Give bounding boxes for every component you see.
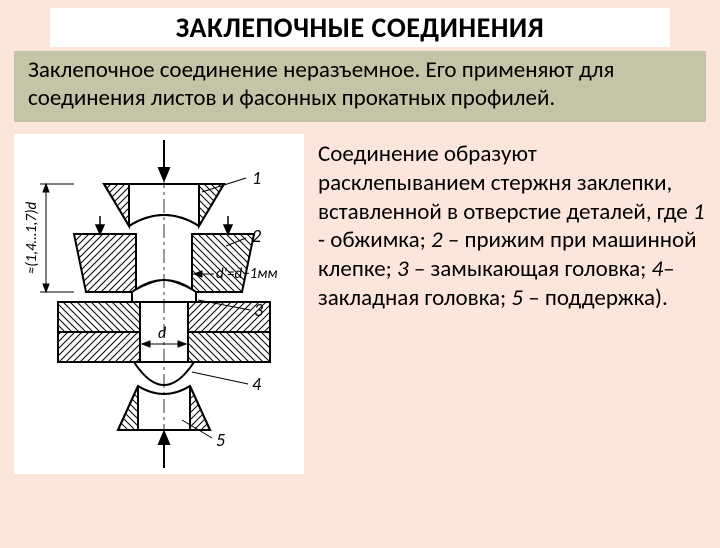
rivet-diagram: ≈(1,4…1,7)d 1 bbox=[14, 134, 304, 479]
callout-4: 4 bbox=[252, 373, 262, 395]
content-row: ≈(1,4…1,7)d 1 bbox=[0, 130, 720, 479]
callout-5: 5 bbox=[216, 429, 225, 451]
arrow-bottom bbox=[159, 432, 169, 468]
dim-vertical bbox=[40, 184, 74, 292]
leader-4 bbox=[192, 372, 248, 384]
dim-dprime-label: d'=d−1мм bbox=[216, 265, 278, 283]
dim-vertical-label: ≈(1,4…1,7)d bbox=[23, 202, 41, 275]
subtitle-band: Заклепочное соединение неразъемное. Его … bbox=[14, 51, 706, 122]
page-title: ЗАКЛЕПОЧНЫЕ СОЕДИНЕНИЯ bbox=[58, 10, 662, 45]
title-band: ЗАКЛЕПОЧНЫЕ СОЕДИНЕНИЯ bbox=[50, 8, 670, 47]
body-column: Соединение образуют расклепыванием стерж… bbox=[318, 134, 706, 479]
callout-2: 2 bbox=[252, 225, 261, 247]
body-text: Соединение образуют расклепыванием стерж… bbox=[318, 140, 706, 313]
rivet-section-svg: ≈(1,4…1,7)d 1 bbox=[14, 134, 304, 474]
subtitle-text: Заклепочное соединение неразъемное. Его … bbox=[28, 57, 692, 112]
dim-d-label: d bbox=[158, 324, 166, 343]
callout-1: 1 bbox=[252, 167, 261, 189]
